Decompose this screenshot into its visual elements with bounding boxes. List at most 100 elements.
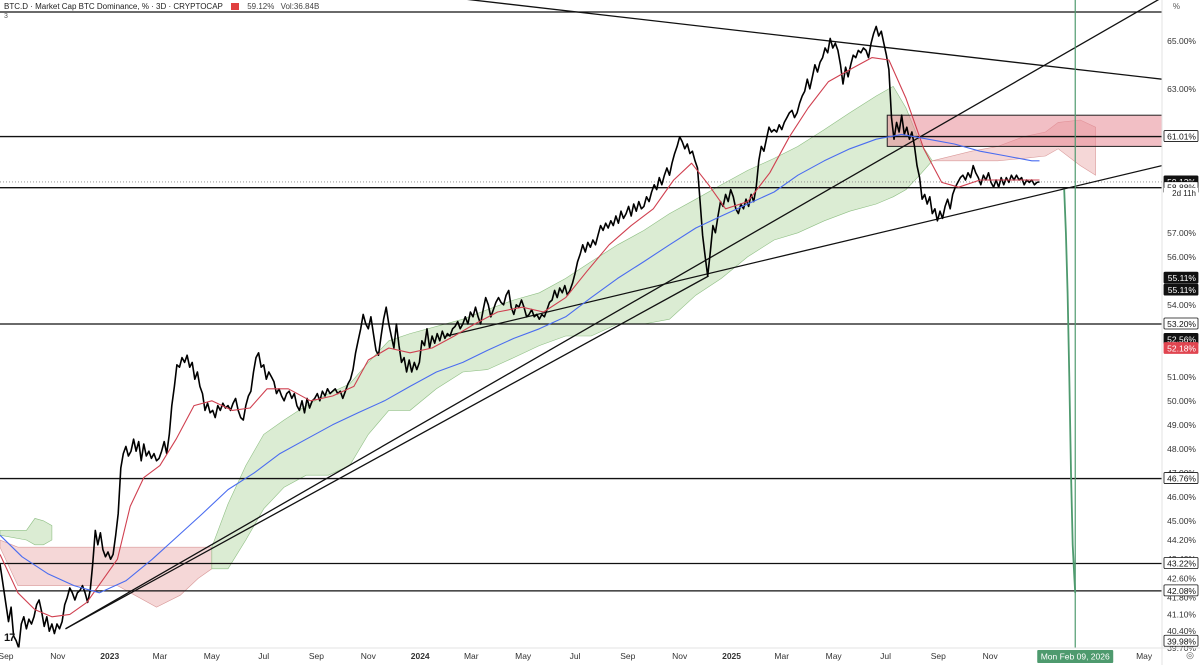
x-tick-label: 2024 [411, 651, 430, 661]
x-tick-label: May [515, 651, 532, 661]
price-label: 53.20% [1163, 317, 1199, 330]
cloud-segment-bear [0, 539, 213, 608]
y-tick-label: 50.00% [1167, 396, 1196, 406]
resistance-box-layer [886, 114, 1162, 147]
price-label-text: 43.22% [1167, 559, 1196, 569]
flag-icon[interactable] [230, 3, 239, 10]
x-tick-label: May [204, 651, 221, 661]
symbol-title[interactable]: BTC.D · Market Cap BTC Dominance, % · 3D… [4, 2, 223, 11]
y-tick-label: 65.00% [1167, 36, 1196, 46]
ichimoku-cloud-layer [0, 85, 1096, 608]
price-label-text: 42.08% [1167, 586, 1196, 596]
chart-header: BTC.D · Market Cap BTC Dominance, % · 3D… [4, 2, 319, 11]
price-label: 39.98% [1163, 634, 1199, 647]
price-label: 52.56% [1163, 332, 1199, 345]
trendline-rising-support-shallow[interactable] [446, 164, 1162, 337]
x-tick-label: Mar [774, 651, 789, 661]
price-label: 55.11% [1163, 271, 1199, 284]
trendline-lower-channel[interactable] [65, 275, 709, 630]
x-tick-label: Nov [50, 651, 66, 661]
price-label-text: 46.76% [1167, 474, 1196, 484]
price-label: 55.11% [1163, 283, 1199, 296]
x-tick-label: May [826, 651, 843, 661]
countdown-box [1164, 187, 1198, 198]
price-label-text: 61.01% [1167, 132, 1196, 142]
series-ma_slow [0, 133, 1040, 594]
price-label-box [1163, 557, 1199, 569]
y-tick-label: 56.00% [1167, 252, 1196, 262]
y-tick-label: 40.40% [1167, 626, 1196, 636]
x-tick-label: Mar [153, 651, 168, 661]
volume-value: Vol:36.84B [280, 2, 320, 11]
series-price [0, 25, 1040, 648]
x-axis: Sep Nov 2023 Mar May Jul Sep Nov 2024 Mar May Jul Se… [0, 647, 1200, 663]
x-tick-label: Jul [258, 651, 269, 661]
trendline-descending-resistance[interactable] [410, 0, 1162, 80]
x-tick-label: Jul [880, 651, 891, 661]
y-tick-label: 63.00% [1167, 84, 1196, 94]
price-label-text: 55.11% [1168, 273, 1197, 283]
price-label-box [1163, 584, 1199, 597]
countdown-label: 2d 11h [1172, 189, 1196, 198]
price-label-box [1163, 271, 1199, 284]
cloud-segment-bull [0, 518, 53, 546]
price-label-text: 52.18% [1167, 343, 1196, 353]
x-tick-label: Jul [570, 651, 581, 661]
y-tick-label: 51.00% [1167, 372, 1196, 382]
price-label: 43.22% [1163, 557, 1199, 569]
x-tick-label: Sep [0, 651, 14, 661]
x-tick-label: Sep [309, 651, 324, 661]
y-tick-label: 46.00% [1167, 492, 1196, 502]
price-label-text: 52.56% [1167, 334, 1196, 344]
x-tick-label: 2023 [100, 651, 119, 661]
price-label-box [1163, 472, 1199, 484]
cursor-date-label: Mon Feb 09, 2026 [1041, 652, 1110, 662]
price-label: 42.08% [1163, 584, 1199, 597]
y-tick-label: 54.00% [1167, 300, 1196, 310]
y-tick-label: 57.00% [1167, 228, 1196, 238]
y-tick-label: 41.80% [1167, 593, 1196, 603]
price-label-box [1163, 283, 1199, 296]
x-tick-label: Nov [361, 651, 377, 661]
cursor-date-box [1037, 650, 1114, 663]
y-tick-label: 41.10% [1167, 609, 1196, 619]
price-label: 61.01% [1163, 130, 1199, 142]
x-tick-label: 2025 [722, 651, 741, 661]
x-tick-label: Nov [983, 651, 999, 661]
percent-scale-label[interactable]: % [1172, 2, 1180, 11]
tradingview-logo: 17 [4, 632, 15, 644]
series-layer [0, 25, 1040, 648]
trendline-rising-support-steep[interactable] [65, 0, 1162, 630]
price-label-box [1163, 342, 1199, 354]
y-tick-label: 45.00% [1167, 516, 1196, 526]
series-ma_fast [0, 57, 1040, 618]
x-tick-label: Sep [931, 651, 946, 661]
price-label-box [1163, 130, 1199, 142]
price-label: 46.76% [1163, 472, 1199, 484]
x-tick-label: Sep [620, 651, 635, 661]
y-tick-label: 49.00% [1167, 420, 1196, 430]
trendlines-layer [65, 0, 1162, 630]
resistance-box[interactable] [886, 114, 1162, 147]
y-tick-label: 44.20% [1167, 535, 1196, 545]
price-label-text: 53.20% [1167, 319, 1196, 329]
price-label-text: 58.88% [1167, 183, 1196, 193]
price-label-text: 39.98% [1167, 636, 1196, 646]
x-tick-label: Nov [672, 651, 688, 661]
x-tick-label: May [1136, 651, 1153, 661]
last-value: 59.12% [247, 2, 275, 11]
y-axis: 65.00% 63.00% 57.00% 56.00% 54.00% 51.00% 50.0… [1161, 0, 1199, 665]
header-sub: 3 [4, 13, 8, 20]
projection-path [1063, 189, 1077, 593]
x-tick-label: Mar [464, 651, 479, 661]
gear-icon[interactable]: ◎ [1186, 650, 1194, 660]
y-tick-label: 42.60% [1167, 573, 1196, 583]
price-label-text: 55.11% [1168, 285, 1197, 295]
price-label: 52.18% [1163, 342, 1199, 354]
y-tick-label: 48.00% [1167, 444, 1196, 454]
cloud-segment-bull [211, 85, 933, 570]
price-label-box [1163, 634, 1199, 647]
price-label-box [1163, 317, 1199, 330]
